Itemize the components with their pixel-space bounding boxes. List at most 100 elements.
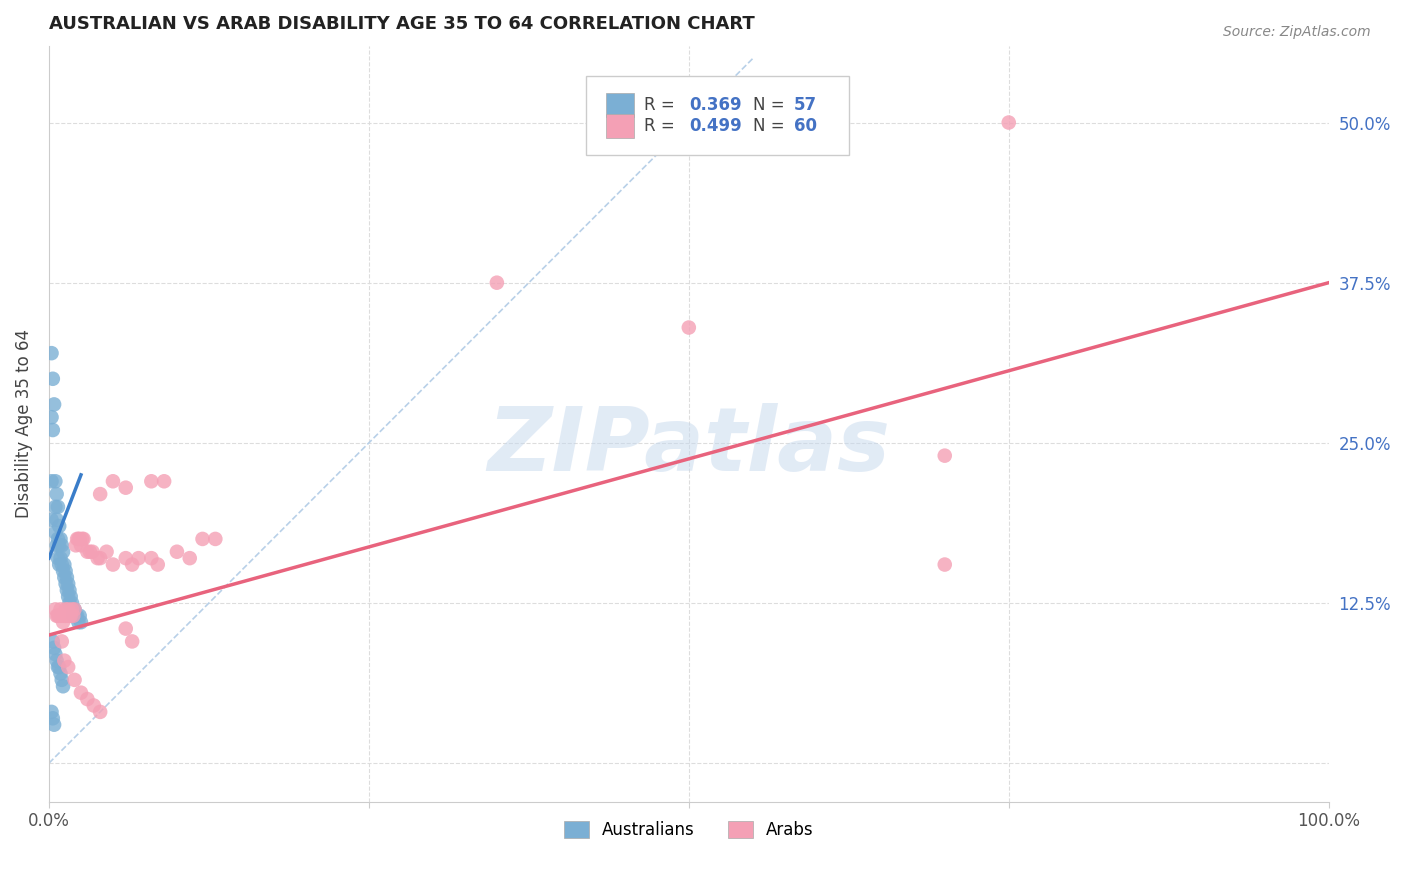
Point (53, 608, 76, 623)
Point (48, 558, 70, 572)
Point (44, 647, 66, 661)
Point (49, 602, 72, 616)
Point (53, 558, 76, 572)
Point (179, 551, 201, 566)
Point (46, 500, 69, 514)
Point (63, 602, 86, 616)
Point (70, 615, 93, 630)
Point (46, 532, 69, 546)
Point (42, 717, 65, 731)
Point (53, 654, 76, 668)
Point (41, 346, 63, 360)
Text: R =: R = (644, 96, 681, 114)
Point (59, 608, 82, 623)
Point (53, 570, 76, 584)
Point (45, 608, 67, 623)
Text: 0.369: 0.369 (689, 96, 741, 114)
Point (52, 679, 75, 693)
Point (82, 545, 104, 559)
Point (44, 475, 66, 489)
Point (48, 538, 70, 552)
Legend: Australians, Arabs: Australians, Arabs (557, 814, 821, 847)
Point (65, 608, 87, 623)
FancyBboxPatch shape (606, 94, 634, 118)
Point (51, 558, 73, 572)
Point (56, 576, 79, 591)
Text: N =: N = (752, 117, 790, 135)
Text: AUSTRALIAN VS ARAB DISABILITY AGE 35 TO 64 CORRELATION CHART: AUSTRALIAN VS ARAB DISABILITY AGE 35 TO … (49, 15, 755, 33)
Point (69, 608, 91, 623)
Point (56, 608, 79, 623)
Text: 0.499: 0.499 (689, 117, 741, 135)
Point (45, 487, 67, 501)
Point (48, 519, 70, 533)
Point (42, 423, 65, 437)
Point (69, 532, 91, 546)
FancyBboxPatch shape (586, 76, 849, 155)
Point (44, 500, 66, 514)
Point (66, 532, 89, 546)
Point (83, 698, 105, 713)
Point (48, 608, 70, 623)
Point (70, 686, 93, 700)
Text: 60: 60 (794, 117, 817, 135)
Point (52, 545, 75, 559)
Text: ZIPatlas: ZIPatlas (488, 403, 890, 490)
Point (42, 634, 65, 648)
Point (204, 532, 226, 546)
Point (46, 608, 69, 623)
Point (62, 608, 84, 623)
Point (121, 558, 143, 572)
Text: Source: ZipAtlas.com: Source: ZipAtlas.com (1223, 25, 1371, 39)
Text: 57: 57 (794, 96, 817, 114)
Point (42, 372, 65, 386)
Point (114, 622, 136, 636)
Point (55, 564, 77, 578)
Point (58, 583, 80, 598)
Point (56, 570, 79, 584)
Text: N =: N = (752, 96, 790, 114)
Point (46, 551, 69, 566)
Point (45, 513, 67, 527)
Point (141, 551, 163, 566)
Point (41, 705, 63, 719)
Point (101, 475, 124, 489)
Point (42, 711, 65, 725)
Point (114, 481, 136, 495)
Point (41, 410, 63, 425)
Point (41, 475, 63, 489)
Point (52, 564, 75, 578)
Point (96, 545, 118, 559)
Point (59, 590, 82, 604)
Point (67, 532, 90, 546)
Point (191, 532, 214, 546)
Point (63, 673, 86, 687)
Point (79, 545, 101, 559)
Point (934, 449, 956, 463)
Point (42, 397, 65, 411)
Point (60, 596, 83, 610)
Point (70, 538, 93, 552)
Text: R =: R = (644, 117, 681, 135)
Point (141, 475, 163, 489)
Point (997, 115, 1019, 129)
Point (72, 532, 94, 546)
Point (49, 666, 72, 681)
Point (45, 538, 67, 552)
Point (42, 640, 65, 655)
Point (56, 602, 79, 616)
Point (70, 532, 93, 546)
Point (49, 532, 72, 546)
Point (67, 615, 90, 630)
Point (41, 513, 63, 527)
Point (153, 475, 176, 489)
Point (63, 602, 86, 616)
Point (56, 660, 79, 674)
Point (56, 590, 79, 604)
Point (48, 660, 70, 674)
Point (58, 596, 80, 610)
Point (934, 558, 956, 572)
Point (52, 615, 75, 630)
Point (55, 576, 77, 591)
Point (86, 551, 108, 566)
